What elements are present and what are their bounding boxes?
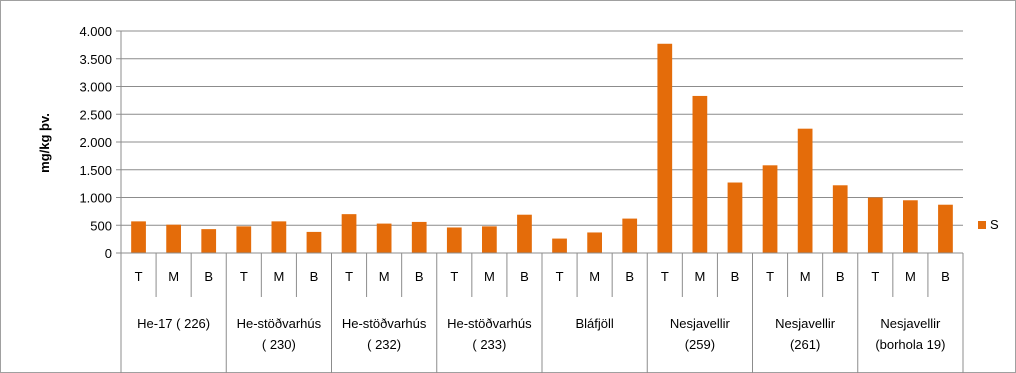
group-label: Bláfjöll: [575, 316, 613, 331]
bar: [798, 129, 813, 253]
subcategory-label: B: [836, 269, 845, 284]
subcategory-label: B: [520, 269, 529, 284]
bar: [131, 221, 146, 253]
bar: [657, 44, 672, 253]
group-label: Nesjavellir: [775, 316, 836, 331]
group-label: He-stöðvarhús: [237, 316, 322, 331]
subcategory-label: M: [694, 269, 705, 284]
subcategory-label: T: [135, 269, 143, 284]
subcategory-label: B: [941, 269, 950, 284]
subcategory-label: M: [484, 269, 495, 284]
subcategory-label: B: [625, 269, 634, 284]
subcategory-label: T: [345, 269, 353, 284]
y-tick-label: 500: [90, 218, 112, 233]
bar: [693, 96, 708, 253]
subcategory-label: T: [766, 269, 774, 284]
group-label: ( 232): [367, 337, 401, 352]
bar: [342, 214, 357, 253]
subcategory-label: T: [450, 269, 458, 284]
group-label: Nesjavellir: [670, 316, 731, 331]
subcategory-label: M: [379, 269, 390, 284]
y-tick-label: 3.000: [79, 80, 112, 95]
group-label: ( 230): [262, 337, 296, 352]
y-tick-label: 0: [105, 246, 112, 261]
bar: [868, 198, 883, 254]
bar: [763, 165, 778, 253]
bar: [622, 219, 637, 253]
subcategory-label: B: [415, 269, 424, 284]
bar: [447, 227, 462, 253]
group-label: He-17 ( 226): [137, 316, 210, 331]
subcategory-label: T: [240, 269, 248, 284]
bar: [728, 183, 743, 253]
bar: [938, 205, 953, 253]
group-label: He-stöðvarhús: [342, 316, 427, 331]
bar: [552, 239, 567, 253]
y-tick-label: 3.500: [79, 52, 112, 67]
bar: [412, 222, 427, 253]
subcategory-label: B: [310, 269, 319, 284]
legend-label-s: S: [990, 217, 999, 232]
subcategory-label: M: [905, 269, 916, 284]
bar: [166, 225, 181, 253]
y-tick-label: 1.000: [79, 191, 112, 206]
bar: [587, 232, 602, 253]
y-tick-label: 2.500: [79, 107, 112, 122]
subcategory-label: B: [204, 269, 213, 284]
y-tick-label: 4.000: [79, 24, 112, 39]
group-label: (261): [790, 337, 820, 352]
subcategory-label: T: [661, 269, 669, 284]
subcategory-label: M: [273, 269, 284, 284]
y-axis-label: mg/kg þv.: [37, 113, 52, 173]
subcategory-label: M: [800, 269, 811, 284]
bar: [482, 226, 497, 253]
bar: [307, 232, 322, 253]
legend-swatch-s: [978, 221, 986, 229]
bar: [517, 215, 532, 253]
y-tick-label: 1.500: [79, 163, 112, 178]
subcategory-label: B: [731, 269, 740, 284]
subcategory-label: T: [871, 269, 879, 284]
subcategory-label: M: [168, 269, 179, 284]
group-label: He-stöðvarhús: [447, 316, 532, 331]
subcategory-label: T: [556, 269, 564, 284]
subcategory-label: M: [589, 269, 600, 284]
group-label: (259): [685, 337, 715, 352]
group-label: ( 233): [472, 337, 506, 352]
bar: [377, 224, 392, 253]
bar: [833, 185, 848, 253]
bar: [272, 221, 287, 253]
group-label: Nesjavellir: [880, 316, 941, 331]
bar: [201, 229, 216, 253]
group-label: (borhola 19): [875, 337, 945, 352]
bar: [903, 200, 918, 253]
y-tick-label: 2.000: [79, 135, 112, 150]
bar: [236, 226, 251, 253]
